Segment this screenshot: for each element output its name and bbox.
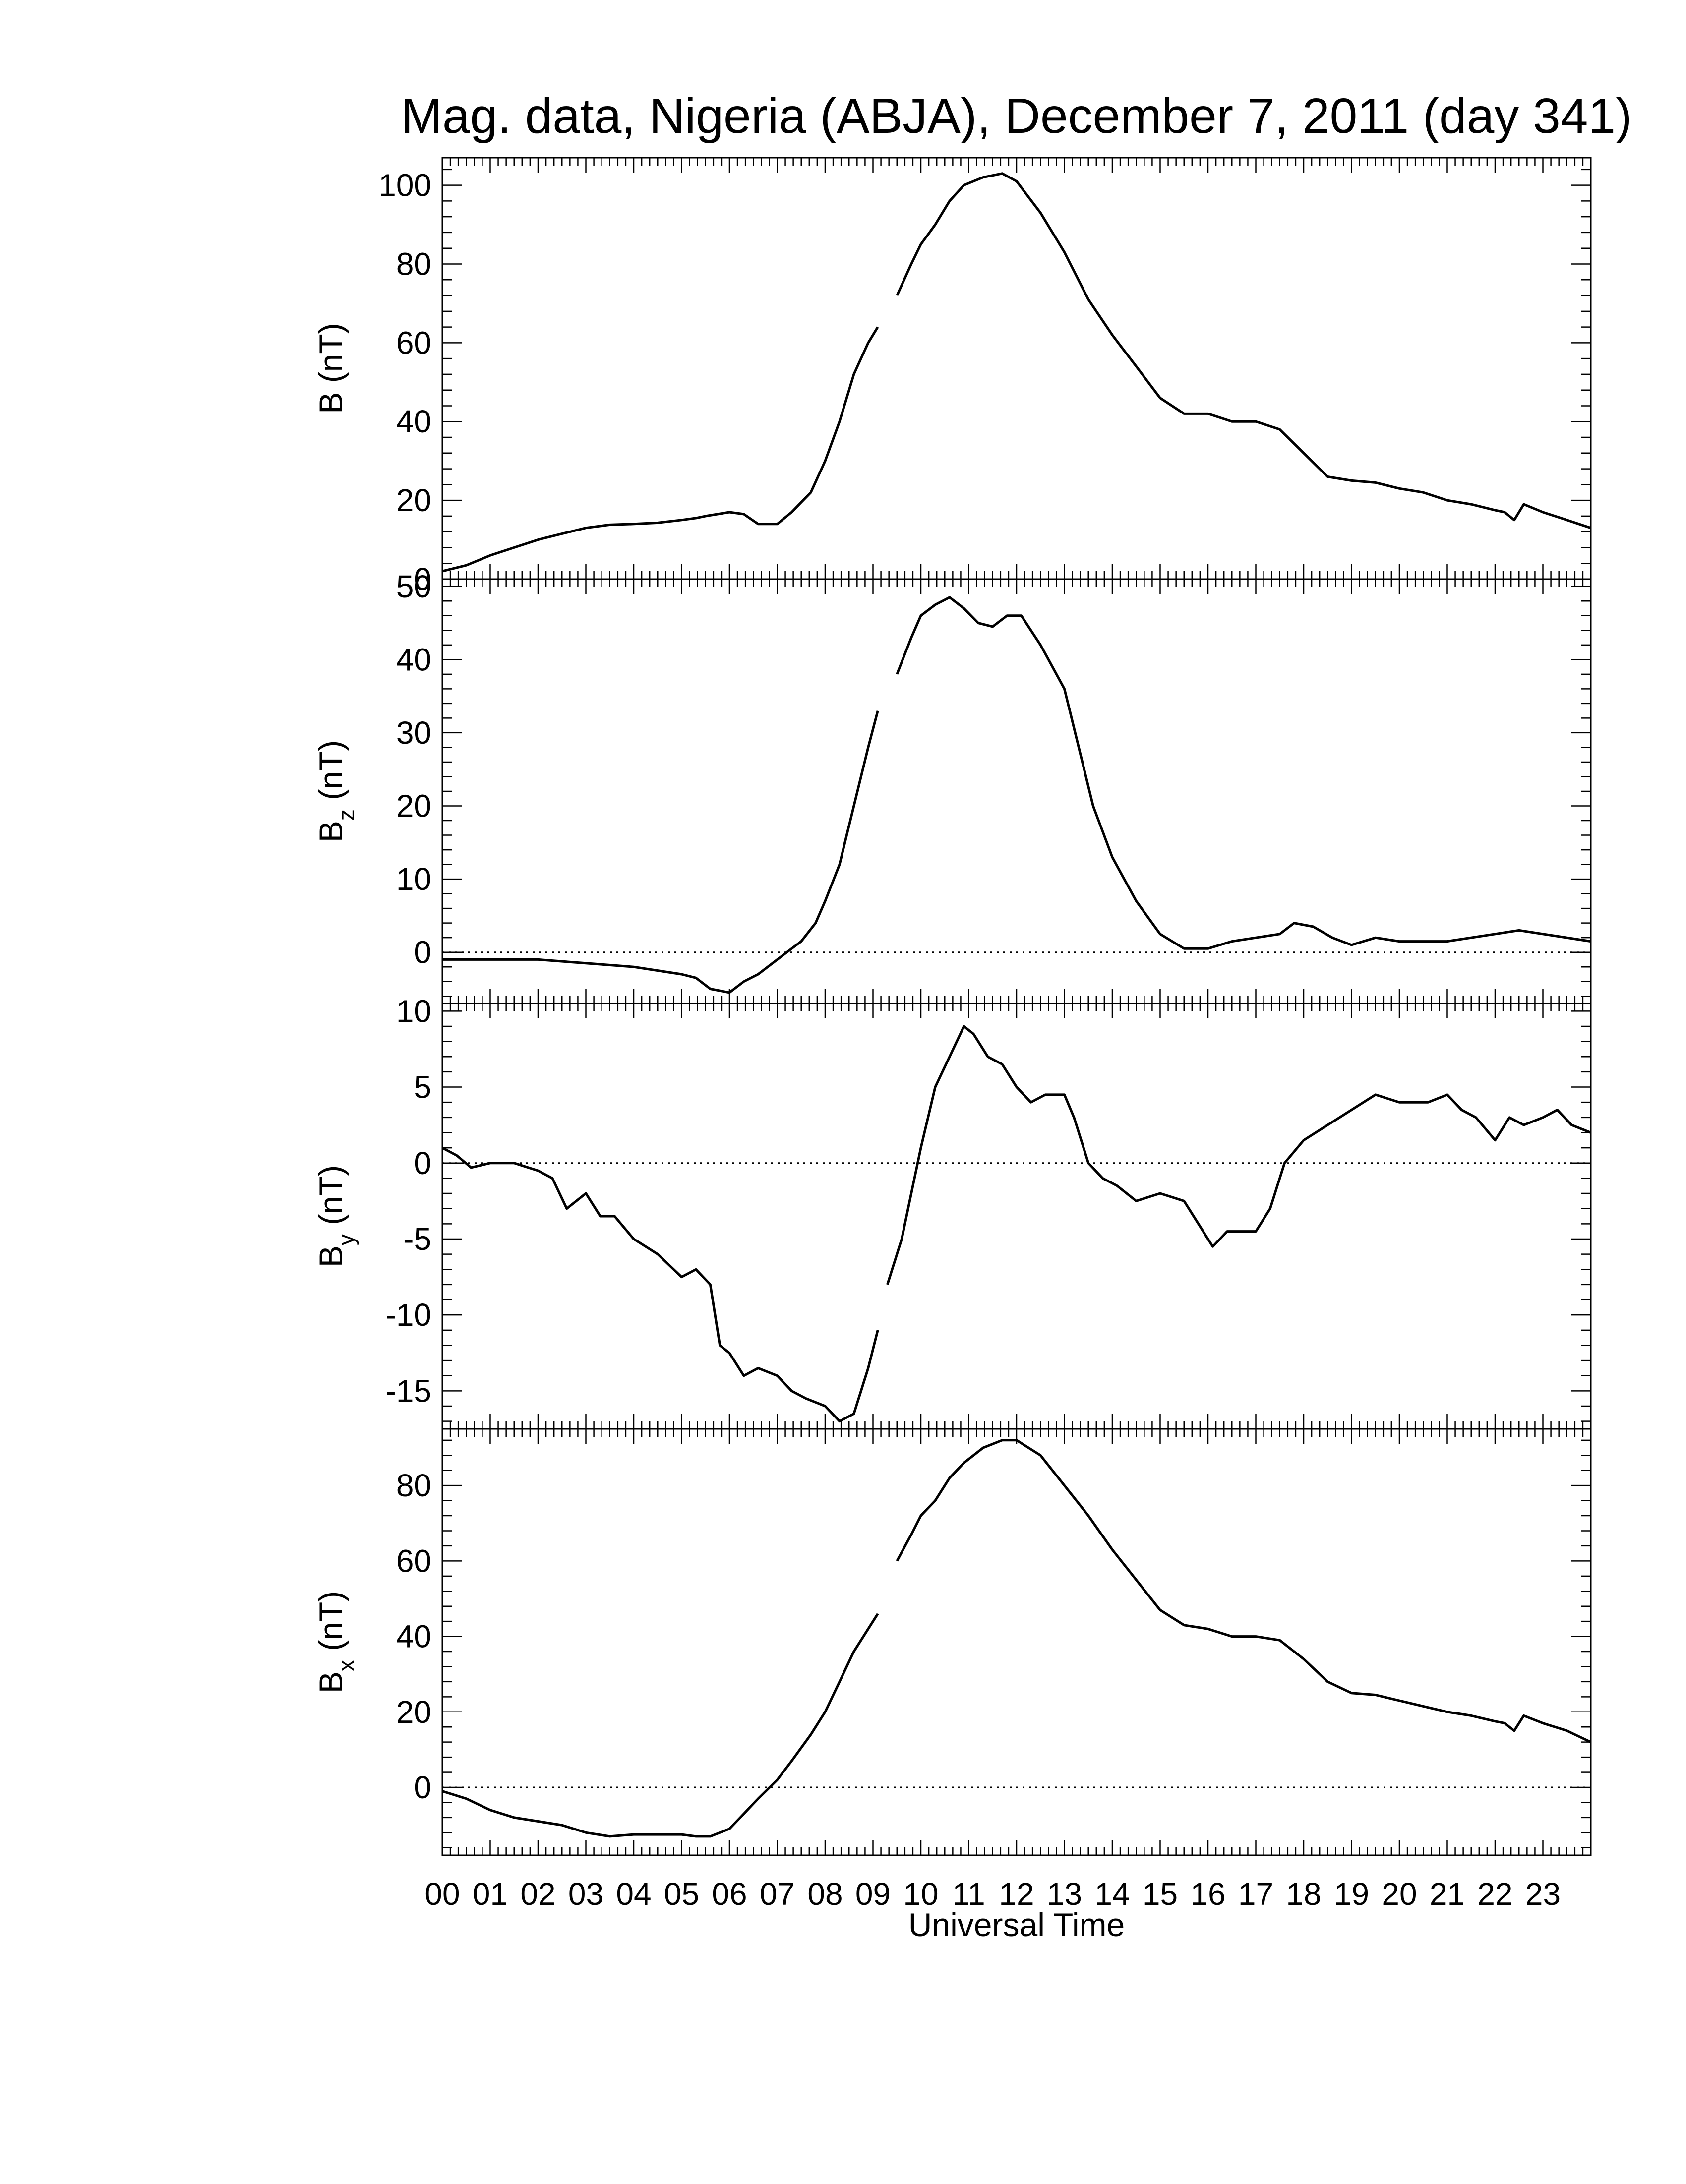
x-tick-label: 09	[855, 1876, 891, 1912]
x-tick-label: 10	[903, 1876, 938, 1912]
y-tick-label: 60	[396, 1543, 431, 1579]
y-tick-label: 20	[396, 482, 431, 518]
y-tick-label: -15	[386, 1373, 432, 1409]
chart-title: Mag. data, Nigeria (ABJA), December 7, 2…	[401, 88, 1632, 144]
y-tick-label: 0	[414, 1770, 431, 1805]
y-axis-label: Bx (nT)	[312, 1591, 359, 1693]
series-line-Bx	[442, 1439, 1592, 1838]
panel-frame	[441, 578, 1592, 1004]
y-tick-label: 20	[396, 1694, 431, 1730]
y-tick-label: 0	[414, 1145, 431, 1181]
x-axis-label: Universal Time	[908, 1906, 1125, 1943]
x-tick-label: 19	[1334, 1876, 1369, 1912]
y-tick-label: 5	[414, 1069, 431, 1105]
x-tick-label: 06	[712, 1876, 747, 1912]
y-tick-label: -5	[403, 1221, 431, 1257]
x-tick-label: 11	[952, 1876, 985, 1912]
x-tick-label: 16	[1190, 1876, 1225, 1912]
y-tick-label: 10	[396, 993, 431, 1029]
x-tick-label: 20	[1382, 1876, 1417, 1912]
y-axis-label: Bz (nT)	[312, 740, 359, 842]
y-tick-label: 100	[378, 168, 431, 203]
x-tick-label: 22	[1477, 1876, 1512, 1912]
x-tick-labels: 00 01 02 03 04 05 06 07 08 09 10 11 12 13 14 15 16 17 18 19…	[424, 1876, 1561, 1912]
y-tick-label: -10	[386, 1297, 432, 1333]
series-line-B	[442, 172, 1591, 573]
x-tick-label: 03	[568, 1876, 603, 1912]
panel-B: 0 20 40 60 80 100 B (nT)	[312, 157, 1592, 597]
x-tick-label: 13	[1047, 1876, 1082, 1912]
x-tick-label: 04	[616, 1876, 651, 1912]
y-tick-label: 80	[396, 1468, 431, 1503]
x-tick-label: 08	[807, 1876, 843, 1912]
y-tick-label: 0	[414, 935, 431, 970]
x-tick-label: 12	[999, 1876, 1034, 1912]
x-tick-label: 15	[1143, 1876, 1178, 1912]
y-tick-label: 20	[396, 788, 431, 824]
y-axis-label: B (nT)	[312, 323, 349, 413]
panel-Bz: 0 10 20 30 40 50 Bz (nT)	[312, 569, 1592, 1004]
y-tick-label: 60	[396, 325, 431, 360]
x-tick-label: 07	[760, 1876, 795, 1912]
panel-Bx: 0 20 40 60 80 Bx (nT)	[312, 1428, 1592, 1856]
x-tick-label: 23	[1525, 1876, 1561, 1912]
y-tick-label: 80	[396, 246, 431, 282]
x-tick-label: 14	[1094, 1876, 1130, 1912]
y-tick-label: 40	[396, 404, 431, 439]
y-tick-label: 50	[396, 569, 431, 604]
series-line-By	[441, 1025, 1591, 1423]
x-tick-label: 05	[664, 1876, 699, 1912]
panel-By: -15 -10 -5 0 5 10 By (nT)	[312, 993, 1592, 1430]
x-tick-label: 17	[1238, 1876, 1273, 1912]
x-tick-label: 02	[520, 1876, 555, 1912]
x-tick-label: 21	[1430, 1876, 1465, 1912]
x-tick-label: 18	[1286, 1876, 1321, 1912]
panel-frame	[441, 157, 1592, 580]
y-tick-label: 30	[396, 715, 431, 751]
y-axis-label: By (nT)	[312, 1165, 359, 1267]
x-tick-label: 01	[473, 1876, 508, 1912]
panel-frame	[441, 1428, 1592, 1856]
x-tick-label: 00	[424, 1876, 460, 1912]
series-line-Bz	[442, 596, 1591, 994]
y-tick-label: 40	[396, 1619, 431, 1654]
y-tick-label: 40	[396, 642, 431, 677]
y-tick-label: 10	[396, 861, 431, 897]
y-tick-label: 0	[414, 561, 431, 597]
